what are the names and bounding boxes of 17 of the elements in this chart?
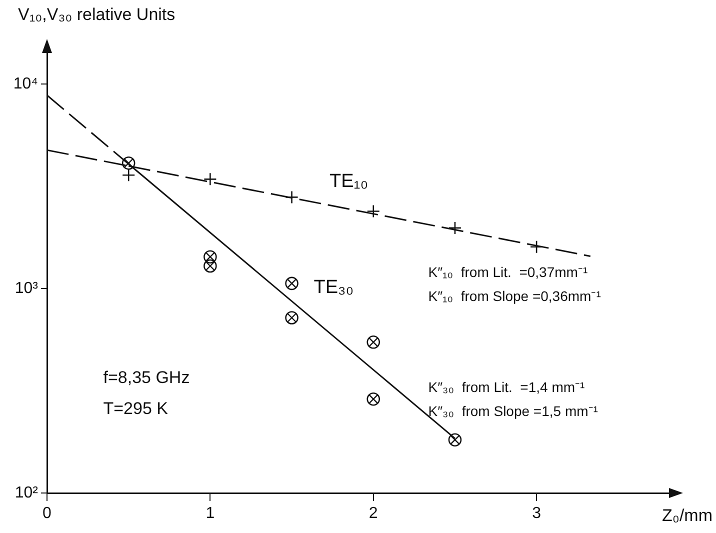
annotation: K″₃₀ from Slope =1,5 mm⁻¹ xyxy=(428,402,598,420)
series-label: TE₁₀ xyxy=(330,171,368,192)
x-tick-label: 2 xyxy=(368,505,378,522)
annotation: K″₁₀ from Lit. =0,37mm⁻¹ xyxy=(428,262,588,281)
x-tick-label: 1 xyxy=(206,505,215,522)
y-tick-label: 10² xyxy=(14,484,39,502)
annotation: K″₃₀ from Lit. =1,4 mm⁻¹ xyxy=(428,378,585,396)
annotation: f=8,35 GHz xyxy=(103,368,190,387)
y-axis-title: V₁₀,V₃₀ relative Units xyxy=(18,5,176,24)
series-label: TE₃₀ xyxy=(314,277,354,298)
y-tick-label: 10⁴ xyxy=(13,76,38,93)
annotation: T=295 K xyxy=(103,398,168,418)
y-tick-label: 10³ xyxy=(14,280,39,298)
x-tick-label: 3 xyxy=(532,505,542,522)
x-axis-title: Z₀/mm xyxy=(662,506,712,525)
annotation: K″₁₀ from Slope =0,36mm⁻¹ xyxy=(428,287,601,305)
x-tick-label: 0 xyxy=(42,505,52,522)
